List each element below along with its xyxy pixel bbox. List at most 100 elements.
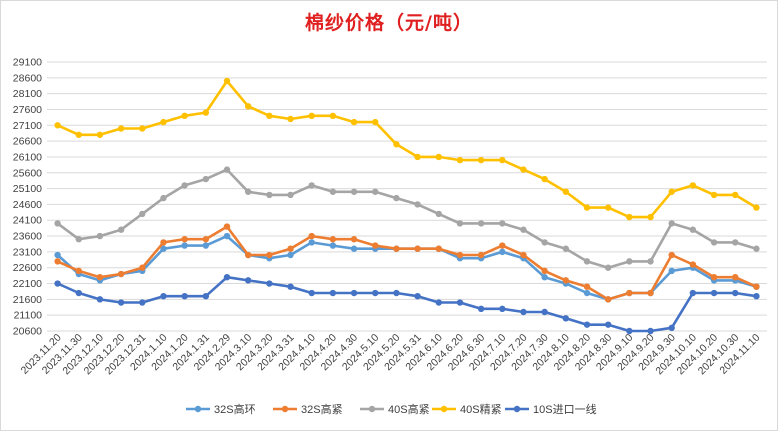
- y-axis-ticks: 20600 21100 21600 22100 22600 23100 23600 24100…: [13, 57, 42, 338]
- data-point: [117, 125, 125, 132]
- data-point: [520, 251, 527, 259]
- legend-item: 10S进口一线: [505, 402, 597, 416]
- data-point: [266, 191, 273, 199]
- legend-item: 32S高紧: [273, 402, 343, 416]
- legend-label: 40S精紧: [460, 403, 502, 416]
- data-point: [160, 245, 167, 252]
- data-point: [520, 166, 527, 173]
- data-point: [266, 280, 273, 287]
- data-point: [668, 251, 675, 259]
- data-point: [710, 289, 718, 297]
- data-point: [541, 239, 548, 246]
- data-point: [372, 118, 379, 126]
- y-tick-label: 23100: [13, 246, 42, 258]
- series-line: [57, 79, 758, 219]
- data-point: [160, 194, 167, 202]
- data-point: [414, 292, 421, 300]
- data-point: [520, 308, 527, 316]
- data-point: [75, 131, 82, 138]
- data-point: [223, 166, 231, 173]
- y-tick-label: 22600: [13, 262, 42, 274]
- y-tick-label: 27100: [13, 120, 42, 132]
- legend-item: 32S高环: [186, 402, 256, 416]
- data-point: [181, 292, 188, 300]
- data-point: [414, 245, 421, 252]
- legend: 32S高环 32S高紧 40S高紧 40S精紧 10S进口一线: [186, 402, 597, 416]
- data-point: [499, 248, 506, 256]
- y-tick-label: 21100: [14, 310, 43, 322]
- data-point: [583, 204, 591, 211]
- data-point: [626, 213, 633, 221]
- data-point: [626, 289, 633, 297]
- data-point: [668, 188, 675, 195]
- data-point: [647, 258, 654, 265]
- y-tick-label: 24600: [13, 199, 42, 211]
- data-point: [668, 267, 675, 275]
- data-point: [520, 226, 527, 233]
- chart-title: 棉纱价格（元/吨）: [305, 12, 473, 34]
- data-point: [244, 277, 252, 284]
- y-tick-label: 25100: [13, 183, 42, 195]
- data-point: [626, 258, 633, 265]
- data-point: [308, 112, 315, 120]
- data-point: [583, 289, 591, 297]
- data-point: [350, 245, 358, 252]
- legend-swatch-marker: [368, 405, 376, 413]
- data-point: [244, 251, 252, 259]
- y-tick-label: 21600: [13, 294, 42, 306]
- data-point: [689, 182, 697, 189]
- data-point: [350, 118, 358, 126]
- data-point: [456, 156, 464, 164]
- data-point: [75, 236, 82, 243]
- legend-label: 32S高紧: [301, 402, 343, 416]
- data-point: [329, 242, 337, 249]
- x-axis-ticks: 2023.11.202023.11.302023.12.102023.12.20…: [19, 332, 763, 378]
- data-point: [710, 274, 718, 281]
- legend-item: 40S高紧: [360, 402, 430, 416]
- data-point: [477, 220, 485, 227]
- data-point: [96, 296, 104, 303]
- data-point: [372, 242, 379, 249]
- data-point: [223, 274, 231, 281]
- data-point: [541, 267, 548, 275]
- data-point: [604, 321, 612, 328]
- data-point: [139, 210, 146, 218]
- data-point: [96, 131, 104, 138]
- data-point: [372, 188, 379, 195]
- data-point: [160, 239, 167, 246]
- data-point: [477, 251, 485, 259]
- data-point: [732, 239, 739, 246]
- data-point: [160, 292, 167, 300]
- data-point: [329, 112, 337, 120]
- data-point: [117, 299, 125, 306]
- data-point: [604, 204, 612, 211]
- y-tick-label: 20600: [13, 326, 42, 338]
- data-point: [266, 251, 273, 259]
- y-tick-label: 29100: [13, 57, 42, 69]
- data-point: [117, 226, 125, 233]
- data-point: [181, 112, 188, 120]
- data-point: [54, 251, 61, 259]
- data-point: [75, 289, 82, 297]
- data-point: [75, 267, 82, 275]
- data-point: [414, 153, 421, 161]
- legend-swatch-marker: [440, 405, 448, 413]
- data-point: [732, 289, 739, 297]
- data-point: [266, 112, 273, 120]
- y-tick-label: 25600: [13, 167, 42, 179]
- data-point: [753, 204, 760, 211]
- series-4: [54, 274, 760, 335]
- data-point: [287, 251, 294, 259]
- data-point: [732, 191, 739, 199]
- data-point: [710, 239, 718, 246]
- data-point: [689, 226, 697, 233]
- data-point: [541, 175, 548, 183]
- data-point: [499, 242, 506, 249]
- data-point: [223, 77, 231, 85]
- y-tick-label: 28100: [13, 88, 42, 100]
- data-point: [562, 315, 570, 322]
- data-point: [562, 277, 570, 284]
- data-point: [710, 191, 718, 199]
- data-point: [435, 245, 442, 252]
